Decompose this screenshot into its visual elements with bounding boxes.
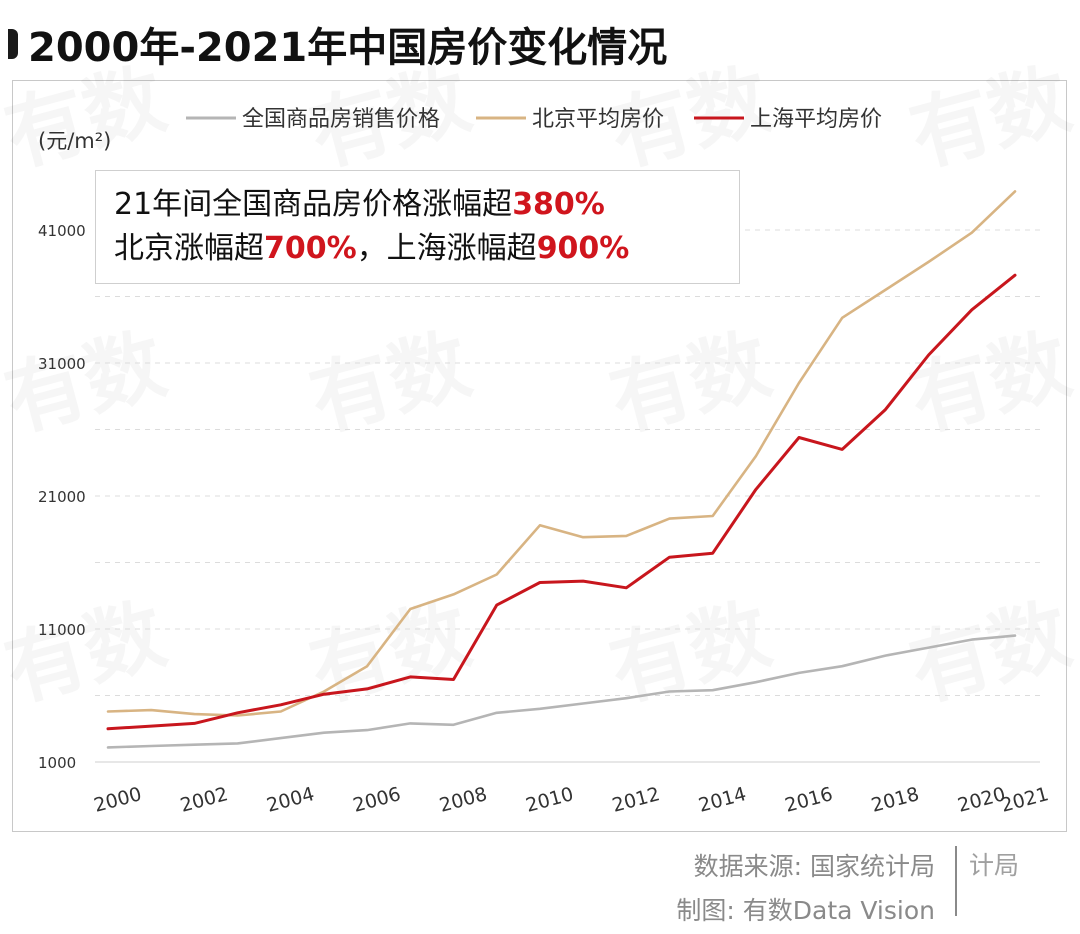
y-tick-label: 41000 [38, 222, 86, 240]
callout-line-1: 21年间全国商品房价格涨幅超380% [114, 183, 739, 227]
watermark-text: 有数 [901, 317, 1080, 448]
y-tick-label: 1000 [38, 754, 76, 772]
callout-beijing-value: 700% [264, 231, 357, 266]
y-axis-unit-label: (元/m²) [38, 129, 111, 153]
legend-label: 北京平均房价 [532, 107, 664, 132]
chart-frame [12, 80, 1067, 832]
x-tick-label: 2018 [869, 783, 921, 817]
watermark-text: 有数 [0, 317, 174, 448]
x-tick-label: 2014 [696, 783, 748, 817]
callout-separator: ，上海涨幅超 [356, 231, 537, 266]
callout-line-2: 北京涨幅超700%，上海涨幅超900% [114, 227, 739, 271]
watermark-text: 有数 [901, 587, 1080, 718]
x-tick-label: 2016 [783, 783, 835, 817]
x-tick-label: 2008 [437, 783, 489, 817]
callout-shanghai-value: 900% [536, 231, 630, 266]
callout-national-text: 21年间全国商品房价格涨幅超 [114, 187, 513, 222]
title-bar: 2000年-2021年中国房价变化情况 [8, 18, 668, 71]
series-line-shanghai [106, 273, 1017, 731]
series-line-beijing [106, 190, 1017, 717]
legend-label: 上海平均房价 [750, 107, 882, 132]
data-source: 数据来源: 国家统计局 [693, 852, 935, 881]
series-line-national [106, 634, 1017, 749]
x-tick-label: 2000 [92, 783, 144, 817]
callout-national-value: 380% [512, 187, 605, 222]
y-tick-label: 11000 [38, 621, 86, 639]
watermark-text: 有数 [901, 52, 1080, 183]
x-tick-label: 2010 [524, 783, 576, 817]
footer: 数据来源: 国家统计局 制图: 有数Data Vision [676, 845, 935, 933]
callout-beijing-text: 北京涨幅超 [114, 231, 264, 266]
watermark-text: 有数 [0, 52, 174, 183]
watermark-text: 有数 [0, 587, 174, 718]
footer-side-text: 计局 [955, 846, 1019, 916]
chart-credit: 制图: 有数Data Vision [676, 896, 935, 925]
callout-box: 21年间全国商品房价格涨幅超380% 北京涨幅超700%，上海涨幅超900% [95, 170, 740, 284]
watermark-text: 有数 [301, 587, 480, 718]
watermark-text: 有数 [601, 317, 780, 448]
watermark-text: 有数 [301, 317, 480, 448]
x-tick-label: 2012 [610, 783, 662, 817]
y-tick-label: 31000 [38, 355, 86, 373]
x-tick-label: 2002 [178, 783, 230, 817]
x-tick-label: 2006 [351, 783, 403, 817]
y-tick-label: 21000 [38, 488, 86, 506]
x-tick-label: 2021 [999, 783, 1051, 817]
page-title: 2000年-2021年中国房价变化情况 [28, 25, 668, 71]
legend-label: 全国商品房销售价格 [242, 107, 440, 132]
x-tick-label: 2004 [264, 783, 316, 817]
title-marker [8, 29, 18, 59]
